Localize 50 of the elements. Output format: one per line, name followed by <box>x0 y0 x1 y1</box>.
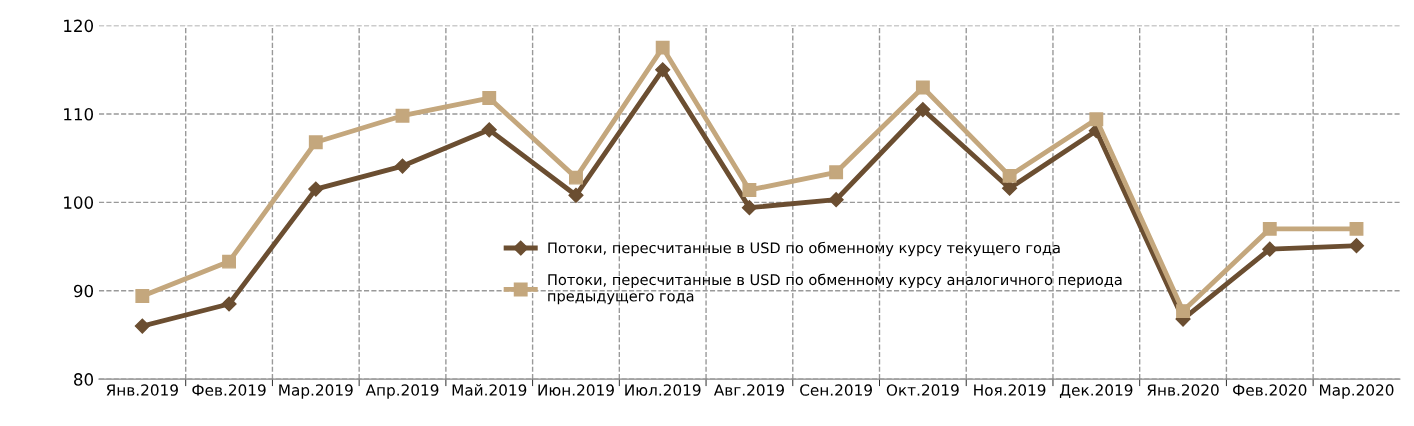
point <box>308 181 324 197</box>
point <box>221 296 237 312</box>
point <box>308 135 323 150</box>
x-tick-label: Фев.2020 <box>1233 384 1307 396</box>
point <box>828 192 844 208</box>
x-tick-label: Сен.2019 <box>800 384 872 396</box>
point <box>915 80 930 95</box>
point <box>655 62 671 78</box>
point <box>395 108 410 123</box>
x-tick-label: Окт.2019 <box>886 384 959 396</box>
point <box>829 165 844 180</box>
x-tick-label: Фев.2019 <box>192 384 266 396</box>
point <box>1262 241 1278 257</box>
x-tick-label: Мар.2020 <box>1320 384 1394 399</box>
y-tick-label: 110 <box>64 107 94 121</box>
x-tick-label: Авг.2019 <box>713 384 784 396</box>
x-tick-label: Янв.2019 <box>106 384 178 396</box>
point <box>481 122 497 138</box>
point <box>482 91 497 105</box>
point <box>655 40 670 55</box>
x-tick-label: Июн.2019 <box>538 384 614 396</box>
point <box>1089 112 1104 127</box>
point <box>1176 304 1190 319</box>
point <box>1348 238 1365 254</box>
x-tick-label: Мар.2019 <box>279 384 353 399</box>
x-tick-label: Дек.2019 <box>1059 384 1133 398</box>
point <box>915 101 931 118</box>
point <box>134 318 150 334</box>
y-tick-label: 90 <box>73 284 94 298</box>
point <box>135 289 150 303</box>
legend-label: Потоки, пересчитанные в USD по обменному курсу аналогичного периода предыдущего года <box>548 273 1122 305</box>
x-tick-label: Июл.2019 <box>625 384 701 396</box>
x-tick-label: Май.2019 <box>452 384 527 396</box>
point <box>742 183 757 197</box>
point <box>741 200 757 216</box>
y-tick-label: 120 <box>64 19 94 33</box>
point <box>222 254 237 269</box>
x-tick-label: Ноя.2019 <box>974 384 1046 396</box>
y-tick-label: 80 <box>74 373 94 386</box>
point <box>1349 221 1364 236</box>
point <box>568 187 584 203</box>
point <box>1262 221 1277 236</box>
y-tick-label: 100 <box>64 196 94 209</box>
x-tick-label: Янв.2020 <box>1147 384 1219 396</box>
point <box>1002 168 1017 183</box>
point <box>1002 180 1018 196</box>
x-tick-label: Апр.2019 <box>365 384 439 399</box>
point <box>569 170 583 185</box>
legend-label: Потоки, пересчитанные в USD по обменному курсу текущего года <box>548 241 1060 257</box>
point <box>394 158 411 174</box>
